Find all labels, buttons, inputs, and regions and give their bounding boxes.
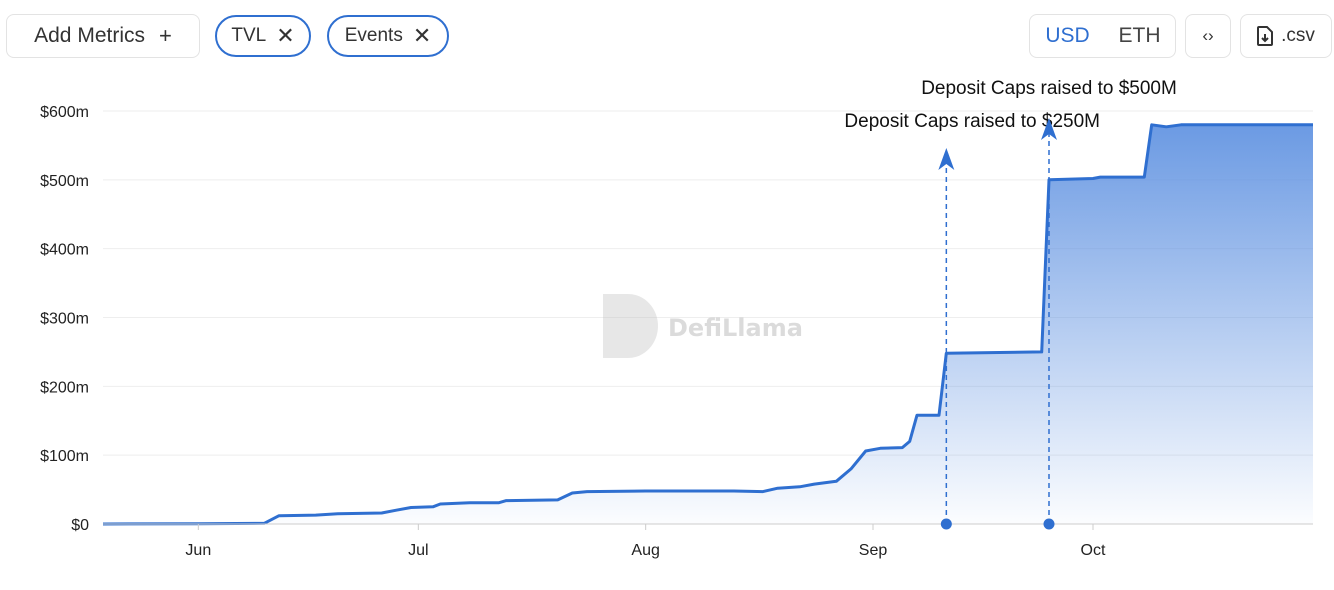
close-icon[interactable]: ✕ — [412, 23, 432, 48]
metric-label: TVL — [231, 25, 267, 46]
csv-label: .csv — [1281, 25, 1315, 46]
add-metrics-label: Add Metrics — [34, 24, 145, 47]
y-tick-label: $200m — [40, 379, 89, 396]
tvl-line — [102, 123, 1313, 526]
close-icon[interactable]: ✕ — [276, 23, 295, 48]
code-icon: ‹› — [1202, 26, 1214, 45]
y-tick-label: $100m — [40, 448, 89, 465]
y-tick-label: $500m — [40, 173, 89, 190]
event-marker — [1043, 518, 1055, 530]
event-marker — [940, 518, 952, 530]
file-download-icon — [1257, 26, 1274, 46]
y-tick-label: $600m — [40, 104, 89, 121]
metric-pill-events[interactable]: Events ✕ — [327, 15, 449, 57]
y-tick-label: $300m — [40, 311, 89, 328]
x-tick-label: Aug — [631, 542, 659, 559]
x-tick-label: Oct — [1081, 542, 1106, 559]
y-tick-label: $0 — [71, 517, 89, 534]
embed-button[interactable]: ‹› — [1185, 14, 1231, 58]
metric-pill-tvl[interactable]: TVL ✕ — [215, 15, 311, 57]
event-arrow — [1041, 118, 1057, 140]
currency-toggle: USD ETH — [1029, 14, 1176, 58]
plus-icon: + — [159, 23, 172, 48]
event-label: Deposit Caps raised to $250M — [844, 111, 1100, 132]
y-tick-label: $400m — [40, 242, 89, 259]
svg-text:DefiLlama: DefiLlama — [668, 314, 803, 342]
currency-eth-button[interactable]: ETH — [1118, 24, 1161, 47]
metric-label: Events — [344, 25, 403, 46]
currency-usd-button[interactable]: USD — [1045, 24, 1090, 47]
tvl-area — [103, 124, 1313, 525]
csv-download-button[interactable]: .csv — [1240, 14, 1332, 58]
x-tick-label: Sep — [859, 542, 888, 559]
x-tick-label: Jun — [185, 542, 211, 559]
x-tick-label: Jul — [408, 542, 428, 559]
defillama-watermark: DefiLlama — [603, 294, 803, 358]
add-metrics-button[interactable]: Add Metrics + — [6, 14, 200, 58]
event-label: Deposit Caps raised to $500M — [921, 78, 1177, 99]
event-arrow — [938, 148, 955, 170]
